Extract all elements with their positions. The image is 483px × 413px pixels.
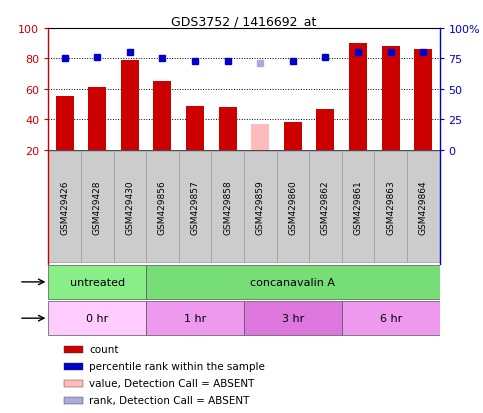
Text: concanavalin A: concanavalin A (250, 277, 335, 287)
Bar (64, 363, 83, 370)
Text: 1 hr: 1 hr (184, 313, 206, 323)
Bar (407, 152, 440, 263)
Text: GSM429861: GSM429861 (354, 180, 363, 235)
Bar (251, 124, 269, 150)
Bar (219, 108, 237, 150)
Bar (316, 109, 334, 150)
Text: GSM429859: GSM429859 (256, 180, 265, 235)
Bar (382, 47, 399, 150)
Text: 6 hr: 6 hr (380, 313, 402, 323)
Bar (146, 266, 440, 299)
Bar (414, 50, 432, 150)
Bar (276, 152, 309, 263)
Bar (179, 152, 212, 263)
Bar (374, 152, 407, 263)
Bar (48, 266, 146, 299)
Bar (186, 106, 204, 150)
Bar (64, 380, 83, 387)
Text: count: count (89, 344, 118, 354)
Title: GDS3752 / 1416692_at: GDS3752 / 1416692_at (171, 15, 316, 28)
Text: GSM429857: GSM429857 (190, 180, 199, 235)
Bar (88, 88, 106, 150)
Text: GSM429856: GSM429856 (158, 180, 167, 235)
Bar (48, 152, 81, 263)
Bar (56, 97, 73, 150)
Bar (81, 152, 114, 263)
Text: GSM429430: GSM429430 (125, 180, 134, 235)
Bar (114, 152, 146, 263)
Text: GSM429860: GSM429860 (288, 180, 298, 235)
Text: untreated: untreated (70, 277, 125, 287)
Text: GSM429864: GSM429864 (419, 180, 428, 235)
Bar (146, 302, 244, 335)
Bar (48, 302, 146, 335)
Text: GSM429858: GSM429858 (223, 180, 232, 235)
Text: 3 hr: 3 hr (282, 313, 304, 323)
Bar (244, 152, 277, 263)
Bar (342, 152, 374, 263)
Bar (121, 61, 139, 150)
Bar (154, 82, 171, 150)
Bar (64, 396, 83, 404)
Text: value, Detection Call = ABSENT: value, Detection Call = ABSENT (89, 378, 255, 388)
Text: rank, Detection Call = ABSENT: rank, Detection Call = ABSENT (89, 395, 249, 405)
Bar (349, 44, 367, 150)
Text: GSM429426: GSM429426 (60, 180, 69, 235)
Bar (212, 152, 244, 263)
Text: GSM429862: GSM429862 (321, 180, 330, 235)
Text: 0 hr: 0 hr (86, 313, 108, 323)
Bar (244, 302, 342, 335)
Bar (146, 152, 179, 263)
Bar (64, 346, 83, 353)
Bar (284, 123, 302, 150)
Text: GSM429428: GSM429428 (93, 180, 102, 235)
Text: percentile rank within the sample: percentile rank within the sample (89, 361, 265, 371)
Bar (309, 152, 342, 263)
Text: GSM429863: GSM429863 (386, 180, 395, 235)
Bar (342, 302, 440, 335)
